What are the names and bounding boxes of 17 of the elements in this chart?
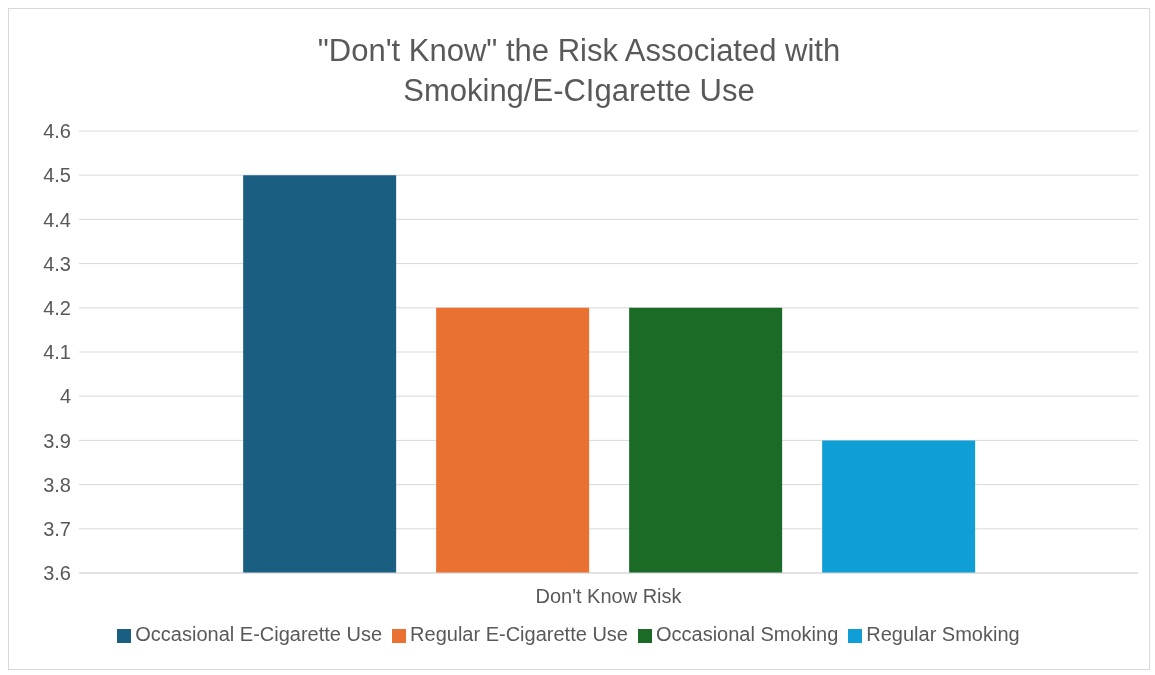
y-tick-label: 3.7 xyxy=(43,517,71,540)
y-tick-label: 4.3 xyxy=(43,252,71,275)
y-tick-label: 3.6 xyxy=(43,562,71,585)
y-tick-label: 4.2 xyxy=(43,296,71,319)
legend-label: Occasional E-Cigarette Use xyxy=(135,623,383,645)
legend-label: Regular Smoking xyxy=(866,623,1020,645)
legend-label: Occasional Smoking xyxy=(655,623,839,645)
y-tick-label: 4.5 xyxy=(43,164,71,187)
y-tick-label: 4 xyxy=(59,385,71,408)
legend-label: Regular E-Cigarette Use xyxy=(410,623,628,645)
y-tick-label: 3.9 xyxy=(43,429,71,452)
y-tick-label: 4.4 xyxy=(43,208,71,231)
y-tick-label: 4.1 xyxy=(43,341,71,364)
y-tick-label: 4.6 xyxy=(43,120,71,143)
y-tick-label: 3.8 xyxy=(43,473,71,496)
x-tick-label: Don't Know Risk xyxy=(535,585,683,608)
chart-title: "Don't Know" the Risk Associated with Smoking/E-CIgarette Use xyxy=(316,32,842,110)
